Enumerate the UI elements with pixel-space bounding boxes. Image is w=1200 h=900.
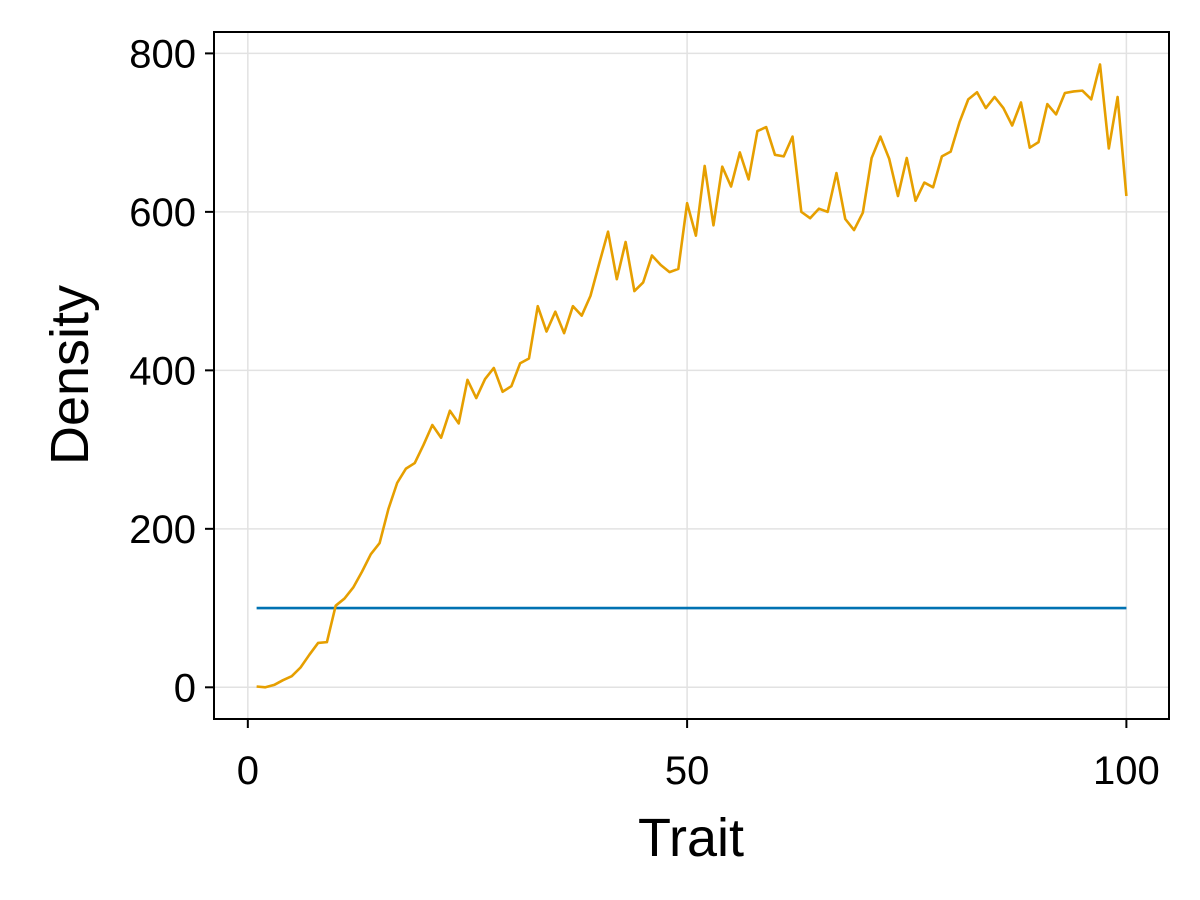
plot-frame: [213, 31, 1170, 720]
x-tick-label: 100: [1093, 749, 1160, 793]
y-tick-label: 600: [129, 191, 196, 235]
x-tick-label: 0: [237, 749, 259, 793]
y-axis-label: Density: [40, 285, 100, 465]
x-axis-label: Trait: [638, 808, 744, 868]
series-line-2: [256, 63, 1128, 689]
series-lines: [256, 63, 1128, 689]
y-tick-label: 800: [129, 32, 196, 76]
axis-ticks: 0 50 100 0 200 400 600 800: [129, 32, 1160, 793]
y-tick-label: 200: [129, 508, 196, 552]
x-tick-label: 50: [665, 749, 710, 793]
grid: [214, 32, 1169, 719]
y-tick-label: 400: [129, 349, 196, 393]
y-tick-label: 0: [174, 666, 196, 710]
